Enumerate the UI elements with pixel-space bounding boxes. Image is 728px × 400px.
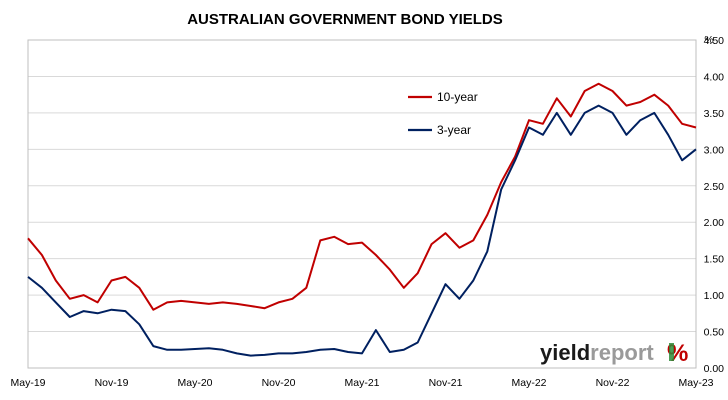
legend-label-3-year: 3-year [437, 123, 471, 137]
x-tick-label: Nov-22 [596, 377, 630, 389]
brand-yield: yield [540, 340, 590, 365]
series-group [27, 82, 697, 357]
x-tick-label: May-21 [344, 377, 379, 389]
x-tick-label: May-22 [511, 377, 546, 389]
series-line-10-year [27, 82, 697, 311]
brand-report: report [590, 340, 654, 365]
y-tick-label: 0.50 [704, 327, 725, 339]
y-tick-label: 3.00 [704, 144, 725, 156]
brand-logo: yieldreport % [540, 340, 688, 367]
x-tick-label: May-19 [10, 377, 45, 389]
legend-label-10-year: 10-year [437, 90, 478, 104]
grid [28, 39, 696, 369]
y-unit-label: % [704, 34, 713, 46]
y-tick-label: 1.00 [704, 290, 725, 302]
y-tick-label: 2.50 [704, 181, 725, 193]
x-tick-label: May-20 [177, 377, 212, 389]
y-tick-label: 0.00 [704, 363, 725, 375]
y-tick-label: 2.00 [704, 217, 725, 229]
x-tick-label: Nov-21 [429, 377, 463, 389]
x-tick-label: Nov-19 [95, 377, 129, 389]
y-tick-label: 3.50 [704, 108, 725, 120]
plot-frame [27, 39, 697, 369]
legend: 10-year 3-year [408, 90, 478, 137]
brand-percent-accent [669, 343, 674, 361]
x-axis: May-19 Nov-19 May-20 Nov-20 May-21 Nov-21 May-… [10, 377, 713, 389]
chart-title: AUSTRALIAN GOVERNMENT BOND YIELDS [187, 11, 503, 28]
brand-wordmark: yieldreport [540, 340, 654, 365]
y-tick-label: 1.50 [704, 254, 725, 266]
y-axis: 0.00 0.50 1.00 1.50 2.00 2.50 3.00 3.50 4.00 4.50 [704, 35, 725, 375]
y-tick-label: 4.00 [704, 71, 725, 83]
y-tick-label: 4.50 [704, 35, 725, 47]
x-tick-label: May-23 [678, 377, 713, 389]
series-line-3-year [27, 104, 697, 357]
x-tick-label: Nov-20 [262, 377, 296, 389]
